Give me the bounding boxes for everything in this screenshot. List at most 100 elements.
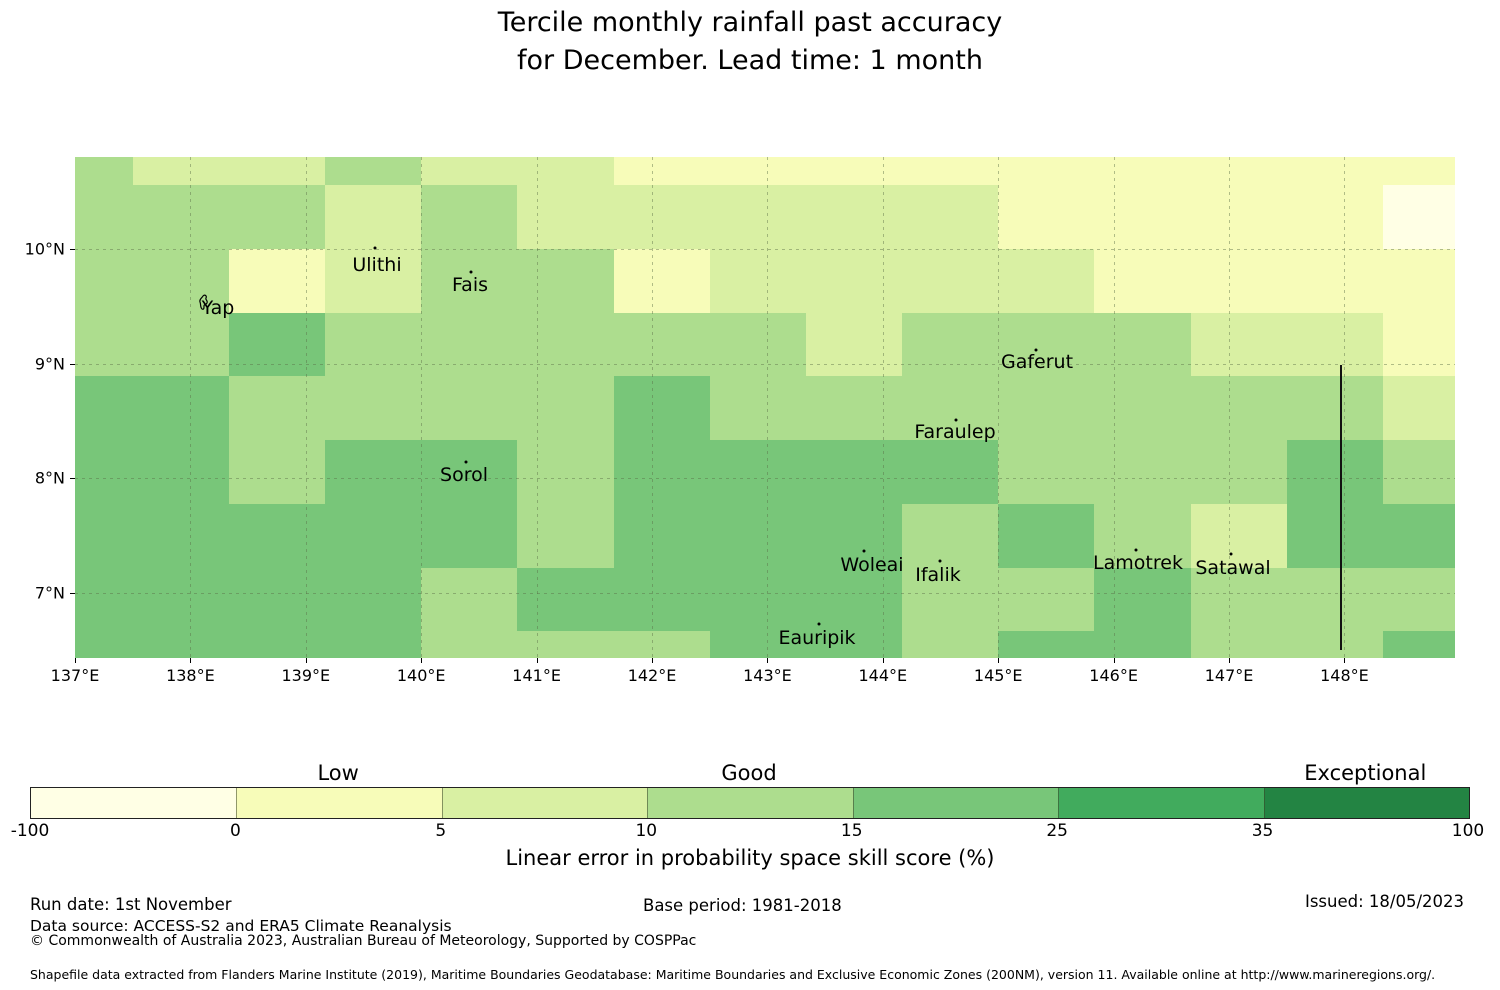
gridline bbox=[652, 157, 654, 658]
map-cell bbox=[1286, 376, 1384, 441]
island-marker-dot bbox=[1134, 548, 1138, 552]
chart-title-line2: for December. Lead time: 1 month bbox=[517, 45, 983, 76]
map-cell bbox=[902, 248, 999, 314]
island-label: Ifalik bbox=[915, 564, 961, 586]
map-cell bbox=[421, 567, 518, 632]
map-cell bbox=[613, 157, 711, 186]
map-cell bbox=[421, 503, 518, 569]
map-cell bbox=[805, 157, 903, 186]
island-marker-dot bbox=[469, 270, 473, 274]
x-axis-tick bbox=[536, 658, 538, 663]
colorbar-tick-label: 0 bbox=[230, 821, 241, 841]
colorbar-axis-label: Linear error in probability space skill … bbox=[505, 846, 995, 870]
map-cell bbox=[75, 567, 134, 632]
map-cell bbox=[1190, 376, 1288, 441]
map-cell bbox=[517, 248, 615, 314]
map-cell bbox=[1382, 567, 1455, 632]
map-cell bbox=[998, 503, 1095, 569]
footer-run-date: Run date: 1st November bbox=[30, 895, 232, 914]
map-cell bbox=[1190, 312, 1288, 377]
map-cell bbox=[1094, 376, 1192, 441]
gridline bbox=[767, 157, 769, 658]
x-axis-tick-label: 140°E bbox=[396, 666, 446, 685]
map-cell bbox=[1190, 185, 1288, 250]
colorbar-category-label: Low bbox=[317, 761, 359, 785]
heatmap-plot-area: Yap Ulithi Fais Sorol Gaferut Faraulep Woleai I… bbox=[75, 157, 1455, 658]
colorbar-segment bbox=[31, 788, 237, 818]
map-cell bbox=[228, 631, 326, 658]
map-cell bbox=[228, 312, 326, 377]
map-cell bbox=[998, 312, 1095, 377]
colorbar-segment bbox=[441, 788, 648, 818]
map-cell bbox=[709, 185, 807, 250]
colorbar-segment-divider bbox=[647, 788, 649, 818]
map-cell bbox=[998, 248, 1095, 314]
gridline bbox=[190, 157, 192, 658]
map-cell bbox=[1094, 631, 1192, 658]
map-cell bbox=[325, 185, 422, 250]
map-cell bbox=[709, 440, 807, 505]
island-marker-dot bbox=[938, 559, 942, 563]
map-cell bbox=[805, 503, 903, 569]
map-cell bbox=[1094, 185, 1192, 250]
map-cell bbox=[325, 631, 422, 658]
map-cell bbox=[75, 376, 134, 441]
colorbar-tick-label: 5 bbox=[435, 821, 447, 841]
map-cell bbox=[613, 567, 711, 632]
colorbar-segment-divider bbox=[1058, 788, 1060, 818]
map-cell bbox=[1094, 440, 1192, 505]
y-axis-tick bbox=[70, 478, 75, 480]
map-cell bbox=[1286, 312, 1384, 377]
map-cell bbox=[517, 312, 615, 377]
map-cell bbox=[1094, 312, 1192, 377]
island-label: Fais bbox=[451, 274, 489, 296]
map-cell bbox=[998, 157, 1095, 186]
map-cell bbox=[1286, 503, 1384, 569]
map-cell bbox=[613, 248, 711, 314]
island-marker-dot bbox=[1229, 552, 1233, 556]
map-cell bbox=[1094, 503, 1192, 569]
map-cell bbox=[132, 248, 230, 314]
gridline bbox=[421, 157, 423, 658]
colorbar-tick-label: 100 bbox=[1451, 821, 1485, 841]
island-marker-dot bbox=[954, 418, 958, 422]
map-cell bbox=[132, 503, 230, 569]
map-cell bbox=[421, 312, 518, 377]
map-cell bbox=[517, 185, 615, 250]
map-cell bbox=[709, 567, 807, 632]
map-cell bbox=[1286, 631, 1384, 658]
colorbar-segment-divider bbox=[852, 788, 854, 818]
map-cell bbox=[1190, 440, 1288, 505]
map-cell bbox=[902, 185, 999, 250]
gridline bbox=[75, 478, 1455, 480]
map-cell bbox=[1286, 440, 1384, 505]
map-cell bbox=[517, 440, 615, 505]
colorbar-tick-label: 35 bbox=[1251, 821, 1274, 841]
island-label: Lamotrek bbox=[1093, 552, 1183, 574]
x-axis-tick bbox=[305, 658, 307, 663]
gridline bbox=[536, 157, 538, 658]
map-cell bbox=[1382, 503, 1455, 569]
island-label: Yap bbox=[201, 297, 235, 319]
island-marker-dot bbox=[373, 246, 377, 250]
map-cell bbox=[132, 631, 230, 658]
map-cell bbox=[132, 312, 230, 377]
island-marker-dot bbox=[817, 622, 821, 626]
map-cell bbox=[902, 376, 999, 441]
x-axis-tick-label: 145°E bbox=[973, 666, 1023, 685]
map-cell bbox=[709, 631, 807, 658]
map-cell bbox=[1190, 567, 1288, 632]
x-axis-tick bbox=[1113, 658, 1115, 663]
map-cell bbox=[902, 440, 999, 505]
map-cell bbox=[421, 440, 518, 505]
map-cell bbox=[1190, 631, 1288, 658]
colorbar-segment bbox=[647, 788, 853, 818]
x-axis-tick bbox=[421, 658, 423, 663]
map-cell bbox=[902, 631, 999, 658]
map-cell bbox=[709, 376, 807, 441]
island-outline-icon bbox=[198, 294, 211, 315]
map-cell bbox=[805, 440, 903, 505]
map-cell bbox=[228, 567, 326, 632]
map-cell bbox=[517, 631, 615, 658]
